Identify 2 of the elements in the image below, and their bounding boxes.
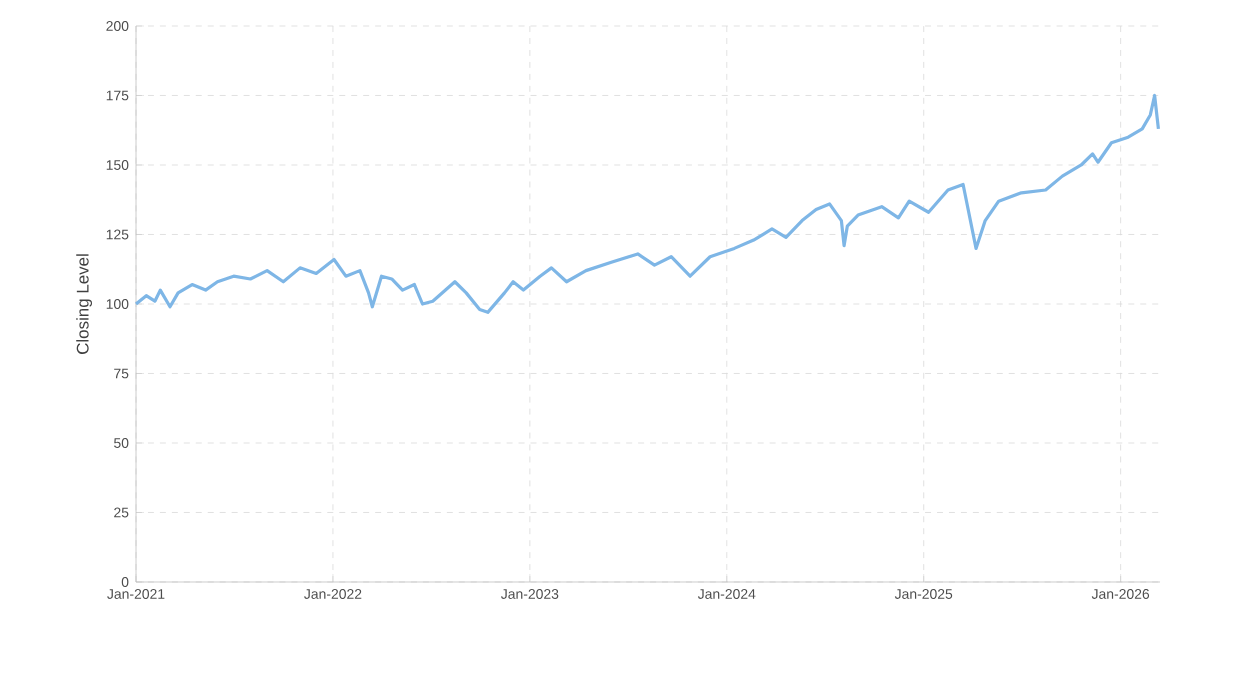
line-series xyxy=(134,93,1160,314)
y-axis-title: Closing Level xyxy=(76,254,92,354)
